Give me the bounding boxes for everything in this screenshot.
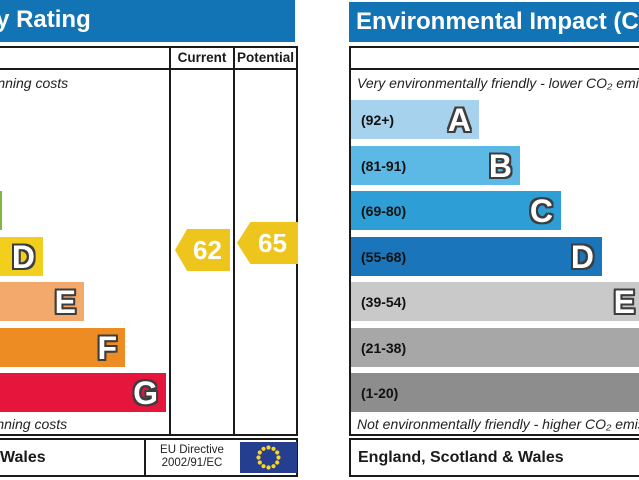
energy-footer: England, Scotland & Wales EU Directive 2… [0,438,298,477]
band-range: (1-20) [361,384,399,401]
energy-footer-region: England, Scotland & Wales [0,449,46,466]
environment-footer: England, Scotland & Wales EU Directive 2… [349,438,639,477]
footer-divider [144,440,146,475]
environment-band-a: (92+) A [351,100,479,139]
environment-header-divider [349,68,639,70]
band-range: (55-68) [361,248,407,265]
potential-rating-arrow: 65 [237,222,298,264]
energy-band-e: (39-54) E [0,282,84,321]
environment-band-d: (55-68) D [351,237,602,276]
environment-band-g: (1-20) G [351,373,639,412]
potential-rating-value: 65 [258,228,287,258]
eu-directive-label: EU Directive 2002/91/EC [148,444,236,470]
band-letter: C [529,192,553,229]
eu-flag-icon [240,442,297,473]
environment-top-note: Very environmentally friendly - lower CO… [357,75,639,91]
environment-bottom-note: Not environmentally friendly - higher CO… [357,416,639,432]
current-rating-value: 62 [193,235,222,265]
environment-band-c: (69-80) C [351,191,561,230]
environment-panel-viewport: Environmental Impact (CO₂) Rating Curren… [349,0,639,480]
energy-header-divider [0,68,298,70]
band-range: (81-91) [361,157,407,174]
band-range: (69-80) [361,202,407,219]
energy-title-bar: Energy Efficiency Rating [0,0,295,42]
band-letter: G [133,374,158,411]
energy-rating-panel: Energy Efficiency Rating Current Potenti… [0,0,298,480]
energy-band-g: (1-20) G [0,373,166,412]
eu-directive-line2: 2002/91/EC [161,457,223,469]
environment-footer-region: England, Scotland & Wales [358,449,564,466]
environment-panel-title: Environmental Impact (CO₂) Rating [356,8,639,35]
band-letter: D [11,238,35,275]
environment-title-bar: Environmental Impact (CO₂) Rating [349,2,639,42]
energy-band-c: (69-80) C [0,191,2,230]
energy-potential-column-divider [233,46,235,436]
band-range: (39-54) [361,293,407,310]
environment-band-b: (81-91) B [351,146,520,185]
energy-top-note: Very energy efficient - lower running co… [0,75,69,91]
band-range: (92+) [361,111,395,128]
band-letter: F [97,329,117,366]
band-letter: E [613,283,635,320]
band-letter: E [54,283,76,320]
energy-panel-viewport: Energy Efficiency Rating Current Potenti… [0,0,298,480]
environment-band-e: (39-54) E [351,282,639,321]
energy-current-column-header: Current [177,50,227,65]
energy-panel-title: Energy Efficiency Rating [0,6,91,33]
environment-band-f: (21-38) F [351,328,639,367]
current-rating-arrow: 62 [175,229,230,271]
energy-current-column-divider [169,46,171,436]
energy-band-d: (55-68) D [0,237,43,276]
energy-bottom-note: Not energy efficient - higher running co… [0,416,68,432]
band-letter: B [488,147,512,184]
band-range: (21-38) [361,339,407,356]
energy-potential-column-header: Potential [236,50,294,65]
energy-band-f: (21-38) F [0,328,125,367]
band-letter: D [570,238,594,275]
eu-directive-line1: EU Directive [160,444,224,456]
band-letter: A [447,101,471,138]
environmental-impact-panel: Environmental Impact (CO₂) Rating Curren… [349,0,639,480]
